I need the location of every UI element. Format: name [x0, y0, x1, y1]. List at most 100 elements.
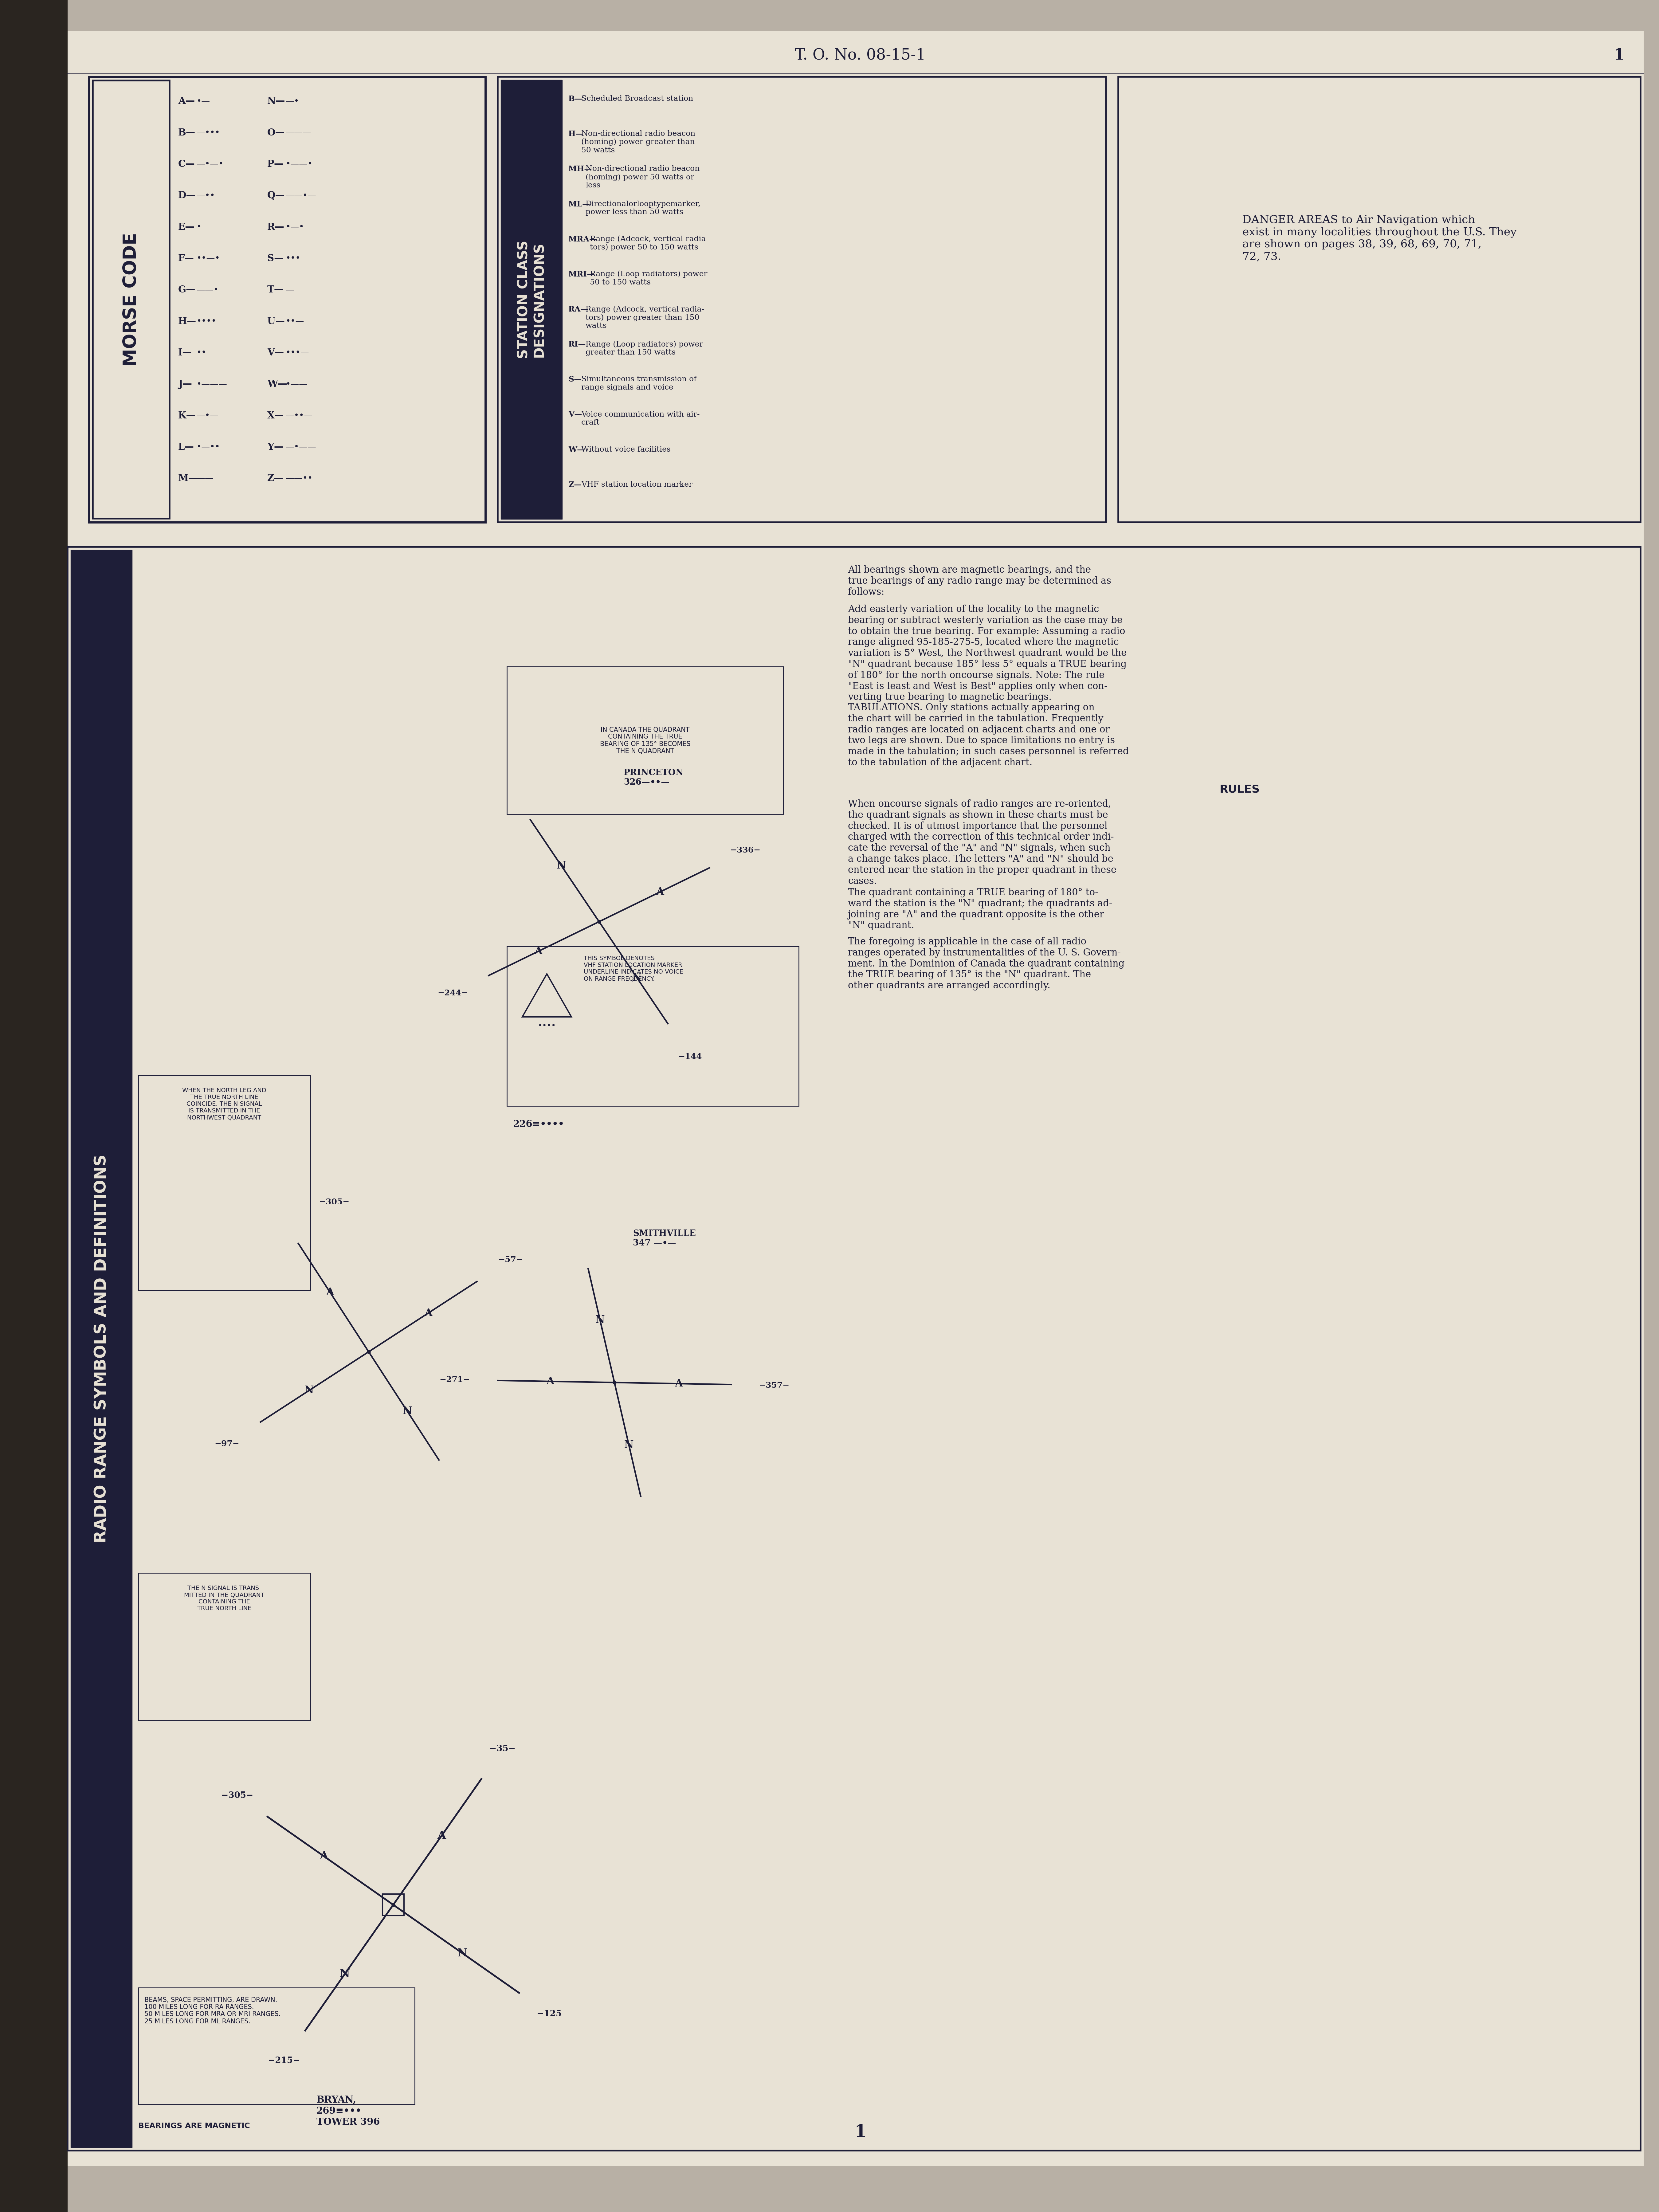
Text: Range (Adcock, vertical radia-
tors) power 50 to 150 watts: Range (Adcock, vertical radia- tors) pow…	[591, 234, 708, 252]
Text: ML—: ML—	[569, 201, 591, 208]
Text: G—: G—	[178, 285, 196, 294]
Text: DANGER AREAS to Air Navigation which
exist in many localities throughout the U.S: DANGER AREAS to Air Navigation which exi…	[1243, 215, 1516, 261]
Text: •—••: •—••	[197, 442, 221, 451]
Text: When oncourse signals of radio ranges are re-oriented,
the quadrant signals as s: When oncourse signals of radio ranges ar…	[848, 799, 1117, 887]
Text: RULES: RULES	[1219, 783, 1259, 794]
Text: BEAMS, SPACE PERMITTING, ARE DRAWN.
100 MILES LONG FOR RA RANGES.
50 MILES LONG : BEAMS, SPACE PERMITTING, ARE DRAWN. 100 …	[144, 1997, 280, 2024]
Text: Voice communication with air-
craft: Voice communication with air- craft	[581, 411, 700, 427]
Text: O—: O—	[267, 128, 285, 137]
Text: A: A	[320, 1851, 328, 1863]
Bar	[138, 1573, 310, 1721]
Text: —: —	[285, 285, 294, 294]
Text: N: N	[458, 1949, 468, 1958]
Text: •••—: •••—	[285, 349, 309, 356]
Text: MH—: MH—	[569, 166, 592, 173]
Text: Simultaneous transmission of
range signals and voice: Simultaneous transmission of range signa…	[581, 376, 697, 392]
Text: N: N	[596, 1314, 604, 1325]
Text: Y—: Y—	[267, 442, 284, 451]
Bar	[501, 80, 562, 520]
Text: T. O. No. 08-15-1: T. O. No. 08-15-1	[795, 49, 926, 62]
Text: N: N	[632, 973, 642, 982]
Text: −125: −125	[538, 2011, 562, 2017]
Text: R—: R—	[267, 223, 284, 232]
Text: Z—: Z—	[569, 480, 582, 489]
Text: —•—: —•—	[197, 411, 219, 420]
Text: A: A	[534, 947, 542, 956]
Text: −215−: −215−	[269, 2057, 300, 2066]
Text: •••: •••	[285, 254, 300, 263]
Text: ——••: ——••	[285, 473, 314, 482]
Text: L—: L—	[178, 442, 194, 451]
Text: D—: D—	[178, 190, 196, 201]
Text: ••••: ••••	[197, 316, 217, 325]
Text: −35−: −35−	[489, 1745, 516, 1752]
Text: ——: ——	[197, 473, 214, 482]
Text: −57−: −57−	[498, 1256, 523, 1263]
Bar	[508, 666, 783, 814]
Text: ••: ••	[197, 349, 207, 356]
Text: —•: —•	[285, 97, 299, 106]
Text: MRI—: MRI—	[569, 270, 594, 279]
Text: −97−: −97−	[214, 1440, 239, 1447]
Text: MORSE CODE: MORSE CODE	[123, 232, 139, 367]
Text: 226≡••••: 226≡••••	[513, 1119, 564, 1128]
Bar	[90, 77, 486, 522]
Text: H—: H—	[178, 316, 196, 325]
Text: T—: T—	[267, 285, 284, 294]
Bar	[0, 0, 68, 2212]
Bar	[138, 1075, 310, 1290]
Text: A: A	[425, 1307, 431, 1318]
Text: A: A	[675, 1378, 682, 1389]
Text: N: N	[305, 1385, 314, 1396]
Text: Scheduled Broadcast station: Scheduled Broadcast station	[581, 95, 693, 102]
Text: −244−: −244−	[438, 989, 468, 998]
Text: Range (Loop radiators) power
greater than 150 watts: Range (Loop radiators) power greater tha…	[586, 341, 703, 356]
Text: A: A	[327, 1287, 333, 1296]
Text: RI—: RI—	[569, 341, 586, 347]
Text: PRINCETON
326—••—: PRINCETON 326—••—	[624, 768, 684, 787]
Text: Q—: Q—	[267, 190, 285, 201]
Text: B—: B—	[178, 128, 196, 137]
Text: W—: W—	[569, 447, 584, 453]
Bar	[1118, 77, 1641, 522]
Text: •——: •——	[285, 380, 309, 389]
Text: WHEN THE NORTH LEG AND
THE TRUE NORTH LINE
COINCIDE, THE N SIGNAL
IS TRANSMITTED: WHEN THE NORTH LEG AND THE TRUE NORTH LI…	[182, 1088, 267, 1121]
Text: ••••: ••••	[538, 1022, 556, 1029]
Text: —•——: —•——	[285, 442, 317, 451]
Text: V—: V—	[569, 411, 582, 418]
Text: ———: ———	[285, 128, 312, 137]
Text: —•—•: —•—•	[197, 159, 224, 168]
Text: MRA—: MRA—	[569, 234, 597, 243]
Text: W—: W—	[267, 380, 287, 389]
Text: TABULATIONS. Only stations actually appearing on
the chart will be carried in th: TABULATIONS. Only stations actually appe…	[848, 703, 1128, 768]
Text: 1: 1	[1614, 49, 1624, 62]
Text: —••: —••	[197, 192, 216, 199]
Text: H—: H—	[569, 131, 584, 137]
Text: •———: •———	[197, 380, 227, 389]
Text: V—: V—	[267, 347, 284, 358]
Text: •—: •—	[197, 97, 211, 106]
Text: E—: E—	[178, 223, 194, 232]
Text: Range (Loop radiators) power
50 to 150 watts: Range (Loop radiators) power 50 to 150 w…	[591, 270, 707, 285]
Text: J—: J—	[178, 380, 192, 389]
Text: −144: −144	[679, 1053, 702, 1060]
Text: Add easterly variation of the locality to the magnetic
bearing or subtract weste: Add easterly variation of the locality t…	[848, 604, 1126, 701]
Text: M—: M—	[178, 473, 197, 482]
Text: Directionalorlooptypemarker,
power less than 50 watts: Directionalorlooptypemarker, power less …	[586, 201, 700, 217]
Text: N: N	[556, 860, 566, 872]
Text: S—: S—	[267, 254, 284, 263]
Text: •——•: •——•	[285, 159, 314, 168]
Text: P—: P—	[267, 159, 284, 168]
Text: B—: B—	[569, 95, 582, 102]
Bar	[138, 1989, 415, 2104]
Text: THE N SIGNAL IS TRANS-
MITTED IN THE QUADRANT
CONTAINING THE
TRUE NORTH LINE: THE N SIGNAL IS TRANS- MITTED IN THE QUA…	[184, 1586, 264, 1610]
Text: All bearings shown are magnetic bearings, and the
true bearings of any radio ran: All bearings shown are magnetic bearings…	[848, 566, 1112, 597]
Bar	[71, 551, 133, 2148]
Text: −305−: −305−	[319, 1199, 350, 1206]
Text: A—: A—	[178, 97, 194, 106]
Text: •—•: •—•	[285, 223, 304, 232]
Text: —••—: —••—	[285, 411, 314, 420]
Bar	[383, 1893, 405, 1916]
Text: −336−: −336−	[730, 847, 761, 854]
Text: N—: N—	[267, 97, 285, 106]
